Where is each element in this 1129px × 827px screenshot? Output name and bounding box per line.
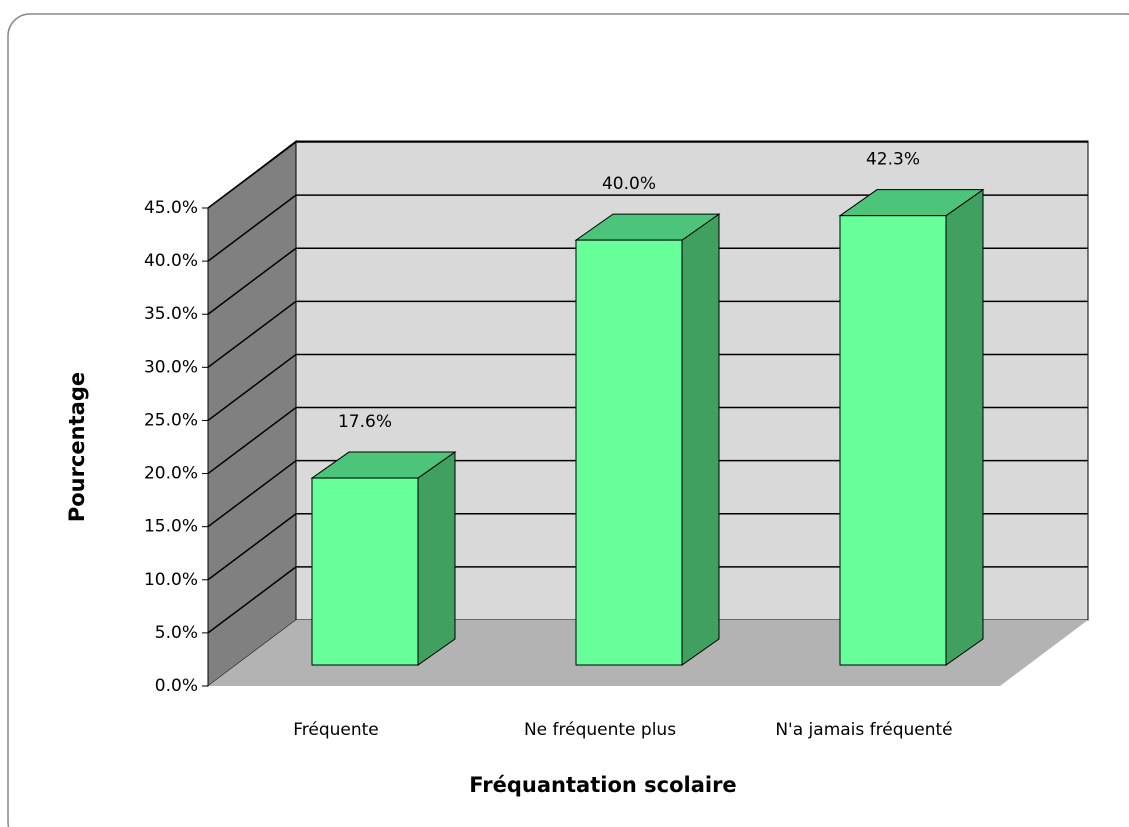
y-tick-label: 35.0%	[144, 304, 198, 324]
value-label: 40.0%	[602, 174, 656, 194]
x-tick-label: Ne fréquente plus	[524, 720, 676, 740]
bar-side	[945, 188, 984, 666]
grid-line	[207, 194, 297, 262]
grid-line	[207, 513, 297, 581]
y-tick-label: 30.0%	[144, 357, 198, 377]
y-tick-label: 15.0%	[144, 517, 198, 537]
y-tick-label: 45.0%	[144, 198, 198, 218]
grid-line	[207, 566, 297, 634]
grid-line	[207, 247, 297, 315]
y-tick-label: 0.0%	[155, 676, 198, 696]
x-tick-label: Fréquente	[293, 720, 379, 740]
y-tick-label: 20.0%	[144, 464, 198, 484]
y-tick-label: 25.0%	[144, 410, 198, 430]
grid-line	[207, 141, 297, 209]
grid-line	[207, 353, 297, 422]
x-axis-title: Fréquantation scolaire	[469, 773, 736, 797]
bar	[311, 477, 419, 666]
y-tick-label: 10.0%	[144, 570, 198, 590]
side-wall	[207, 139, 297, 687]
bar-side	[681, 213, 720, 666]
bar	[575, 239, 683, 666]
grid-line	[207, 406, 297, 475]
grid-line	[207, 300, 297, 368]
x-tick-label: N'a jamais fréquenté	[775, 720, 952, 740]
y-tick-label: 5.0%	[155, 623, 198, 643]
y-tick-label: 40.0%	[144, 251, 198, 271]
grid-line	[207, 460, 297, 528]
bar	[839, 215, 947, 666]
bar-side	[417, 451, 456, 666]
y-axis-title: Pourcentage	[65, 372, 89, 522]
value-label: 42.3%	[866, 150, 920, 170]
value-label: 17.6%	[338, 412, 392, 432]
